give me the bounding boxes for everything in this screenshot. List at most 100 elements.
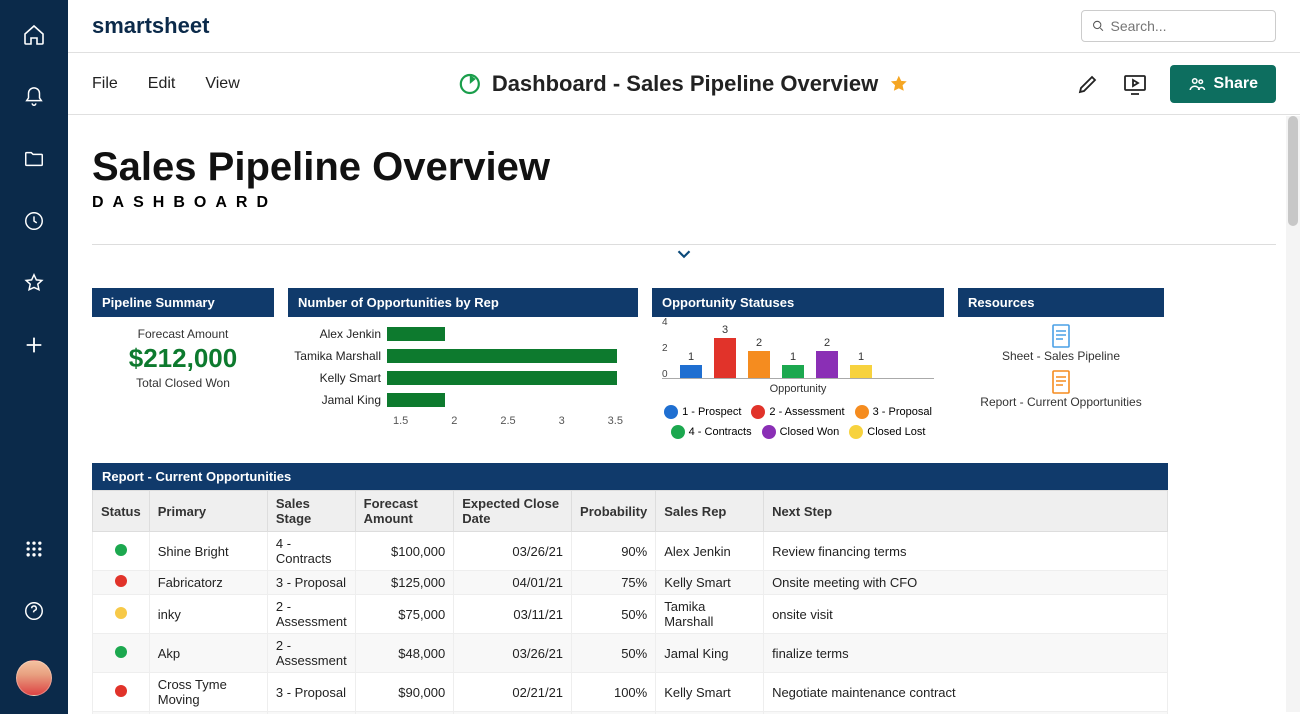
cell-stage: 2 - Assessment	[267, 595, 355, 634]
favorites-icon[interactable]	[21, 270, 47, 296]
cell-forecast: $75,000	[355, 595, 454, 634]
x-tick: 1.5	[393, 415, 408, 427]
table-row[interactable]: Shine Bright4 - Contracts$100,00003/26/2…	[93, 532, 1168, 571]
legend-label: 2 - Assessment	[769, 406, 844, 418]
folder-icon[interactable]	[21, 146, 47, 172]
y-tick: 0	[662, 369, 668, 380]
legend-label: 3 - Proposal	[873, 406, 932, 418]
legend-label: 1 - Prospect	[682, 406, 741, 418]
menu-edit[interactable]: Edit	[148, 75, 176, 93]
edit-icon[interactable]	[1076, 72, 1100, 96]
column-header[interactable]: Status	[93, 491, 150, 532]
legend-swatch	[855, 405, 869, 419]
bar	[816, 351, 838, 378]
add-icon[interactable]	[21, 332, 47, 358]
file-icon	[1050, 323, 1072, 349]
present-icon[interactable]	[1122, 72, 1148, 96]
status-dot	[115, 575, 127, 587]
table-row[interactable]: Fabricatorz3 - Proposal$125,00004/01/217…	[93, 571, 1168, 595]
avatar[interactable]	[16, 660, 52, 696]
cell-next: Onsite meeting with CFO	[764, 571, 1168, 595]
bar-value: 1	[790, 351, 796, 363]
legend-swatch	[751, 405, 765, 419]
section-divider	[92, 244, 1276, 264]
card-pipeline-summary: Pipeline Summary Forecast Amount $212,00…	[92, 288, 274, 439]
menubar: File Edit View Dashboard - Sales Pipelin…	[68, 53, 1300, 115]
search-box[interactable]	[1081, 10, 1276, 42]
column-header[interactable]: Probability	[572, 491, 656, 532]
bar-value: 2	[756, 337, 762, 349]
resource-link[interactable]: Sheet - Sales Pipeline	[1002, 323, 1120, 363]
bar	[782, 365, 804, 379]
legend-swatch	[762, 425, 776, 439]
column-header[interactable]: Expected Close Date	[454, 491, 572, 532]
x-tick: 2.5	[500, 415, 515, 427]
scrollbar-thumb[interactable]	[1288, 116, 1298, 226]
cell-forecast: $100,000	[355, 532, 454, 571]
cell-close: 03/11/21	[454, 595, 572, 634]
bar-value: 1	[858, 351, 864, 363]
column-header[interactable]: Sales Rep	[656, 491, 764, 532]
column-header[interactable]: Primary	[149, 491, 267, 532]
notifications-icon[interactable]	[21, 84, 47, 110]
bar-label: Kelly Smart	[292, 371, 387, 385]
cell-rep: Kelly Smart	[656, 673, 764, 712]
column-header[interactable]: Forecast Amount	[355, 491, 454, 532]
cell-close: 03/26/21	[454, 532, 572, 571]
cell-rep: Tamika Marshall	[656, 595, 764, 634]
cell-primary: Shine Bright	[149, 532, 267, 571]
search-input[interactable]	[1111, 18, 1266, 34]
table-row[interactable]: inky2 - Assessment$75,00003/11/2150%Tami…	[93, 595, 1168, 634]
help-icon[interactable]	[21, 598, 47, 624]
scrollbar[interactable]	[1286, 116, 1300, 712]
share-people-icon	[1188, 75, 1206, 93]
table-row[interactable]: Akp2 - Assessment$48,00003/26/2150%Jamal…	[93, 634, 1168, 673]
card-title: Pipeline Summary	[92, 288, 274, 317]
x-tick: 3	[559, 415, 565, 427]
dashboard-canvas: Sales Pipeline Overview DASHBOARD Pipeli…	[68, 115, 1300, 714]
bar	[387, 393, 445, 407]
cell-next: finalize terms	[764, 634, 1168, 673]
page-title: Dashboard - Sales Pipeline Overview	[492, 71, 878, 97]
apps-icon[interactable]	[21, 536, 47, 562]
legend-label: 4 - Contracts	[689, 426, 752, 438]
menu-file[interactable]: File	[92, 75, 118, 93]
status-dot	[115, 646, 127, 658]
chevron-down-icon[interactable]	[673, 243, 695, 265]
bar-label: Tamika Marshall	[292, 349, 387, 363]
star-icon[interactable]	[888, 73, 910, 95]
home-icon[interactable]	[21, 22, 47, 48]
recents-icon[interactable]	[21, 208, 47, 234]
cell-rep: Alex Jenkin	[656, 532, 764, 571]
card-resources: Resources Sheet - Sales PipelineReport -…	[958, 288, 1164, 439]
bar-value: 2	[824, 337, 830, 349]
resource-label: Report - Current Opportunities	[980, 395, 1141, 409]
share-button[interactable]: Share	[1170, 65, 1276, 103]
legend-label: Closed Lost	[867, 426, 925, 438]
opportunities-table: StatusPrimarySales StageForecast AmountE…	[92, 490, 1168, 714]
cell-rep: Kelly Smart	[656, 571, 764, 595]
cell-close: 02/21/21	[454, 673, 572, 712]
legend-item: 2 - Assessment	[751, 405, 844, 419]
brand-bold: sheet	[152, 13, 209, 38]
legend-item: 1 - Prospect	[664, 405, 741, 419]
column-header[interactable]: Sales Stage	[267, 491, 355, 532]
resource-link[interactable]: Report - Current Opportunities	[980, 369, 1141, 409]
search-icon	[1092, 19, 1105, 33]
cell-prob: 50%	[572, 634, 656, 673]
menu-view[interactable]: View	[205, 75, 239, 93]
bar-label: Alex Jenkin	[292, 327, 387, 341]
legend-label: Closed Won	[780, 426, 840, 438]
brand-logo[interactable]: smartsheet	[92, 13, 209, 39]
column-header[interactable]: Next Step	[764, 491, 1168, 532]
cell-stage: 3 - Proposal	[267, 571, 355, 595]
file-icon	[1050, 369, 1072, 395]
x-axis: 1.522.533.5	[393, 411, 623, 427]
legend-swatch	[849, 425, 863, 439]
dashboard-heading: Sales Pipeline Overview	[92, 145, 1276, 190]
bar	[387, 371, 617, 385]
table-row[interactable]: Cross Tyme Moving3 - Proposal$90,00002/2…	[93, 673, 1168, 712]
legend-item: 3 - Proposal	[855, 405, 932, 419]
x-tick: 2	[451, 415, 457, 427]
y-tick: 2	[662, 343, 668, 354]
